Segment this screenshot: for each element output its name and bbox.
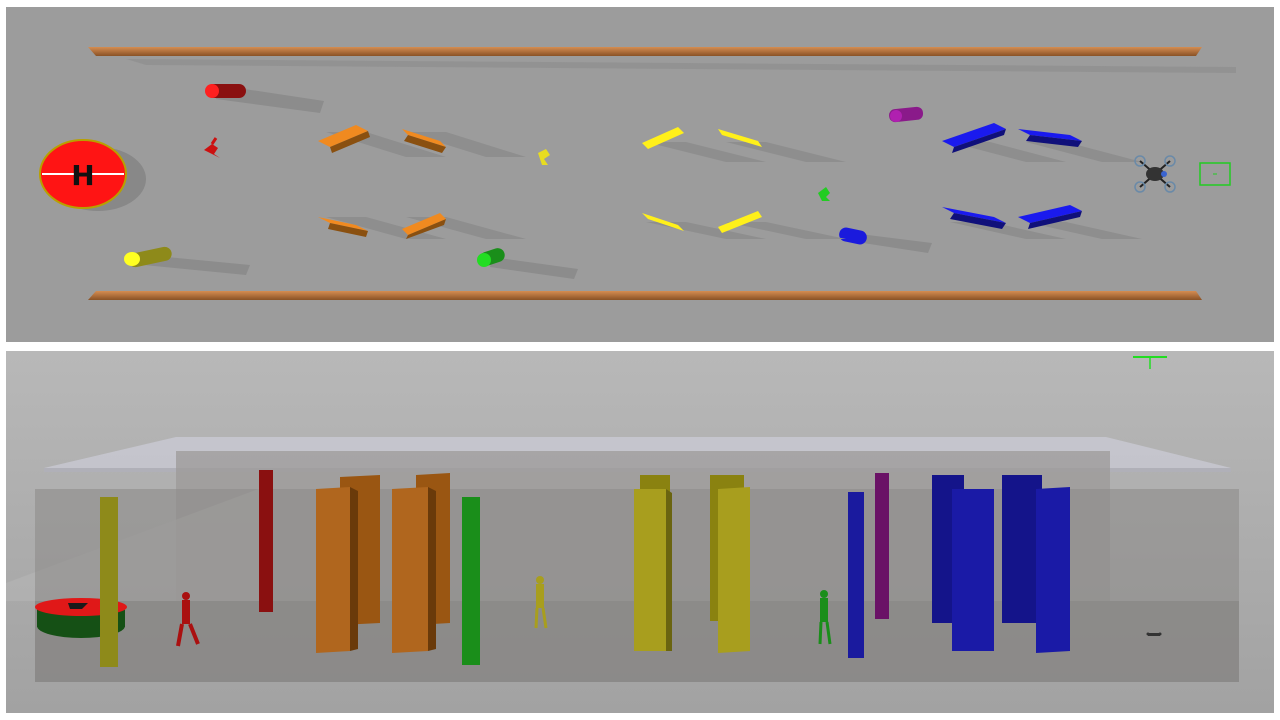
orange-walls <box>318 125 526 239</box>
olive-pillar <box>100 497 118 667</box>
side-scene <box>6 351 1274 713</box>
top-down-view: H <box>6 7 1274 342</box>
quadcopter-drone <box>1146 632 1162 636</box>
quadcopter-drone <box>1134 155 1176 193</box>
green-human <box>818 187 830 201</box>
red-pillar <box>205 84 324 113</box>
yellow-walls <box>634 475 750 653</box>
orange-walls <box>316 473 450 653</box>
target-box <box>1199 162 1231 186</box>
olive-pillar <box>124 246 250 275</box>
blue-walls <box>932 475 1070 653</box>
helipad-letter: H <box>71 159 94 192</box>
green-pillar <box>462 497 480 665</box>
top-down-scene: H <box>39 47 1236 300</box>
green-human <box>818 590 832 645</box>
purple-pillar <box>875 473 889 619</box>
helipad: H <box>39 139 146 211</box>
side-view <box>6 351 1274 713</box>
blue-pillar <box>839 227 932 253</box>
blue-pillar <box>848 492 864 658</box>
red-pillar <box>259 470 273 612</box>
blue-walls <box>942 123 1142 239</box>
purple-pillar <box>889 106 924 123</box>
bottom-rail <box>88 291 1202 300</box>
top-rail <box>88 47 1236 73</box>
red-human <box>204 137 220 158</box>
yellow-human <box>538 149 550 165</box>
yellow-walls <box>642 127 846 239</box>
crosshair-marker <box>1133 356 1167 369</box>
red-human <box>176 592 200 647</box>
yellow-human <box>534 576 548 629</box>
green-pillar <box>477 248 578 279</box>
